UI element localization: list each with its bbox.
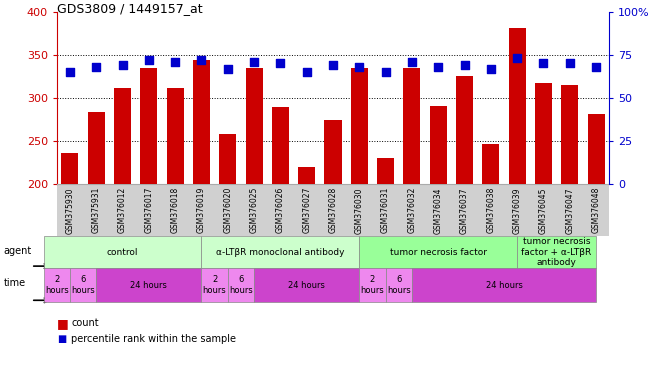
Bar <box>588 114 605 184</box>
Point <box>222 65 233 71</box>
Bar <box>246 68 263 184</box>
Point <box>65 69 75 75</box>
Text: α-LTβR monoclonal antibody: α-LTβR monoclonal antibody <box>216 248 345 257</box>
Bar <box>272 107 289 184</box>
Point <box>248 58 259 65</box>
Bar <box>88 112 105 184</box>
Bar <box>430 106 447 184</box>
Point <box>275 60 286 66</box>
Bar <box>351 68 368 184</box>
Bar <box>535 83 552 184</box>
Point <box>91 64 102 70</box>
Text: 2
hours: 2 hours <box>203 275 226 295</box>
Point <box>538 60 549 66</box>
Point <box>196 57 207 63</box>
Text: percentile rank within the sample: percentile rank within the sample <box>71 334 236 344</box>
Text: tumor necrosis factor: tumor necrosis factor <box>389 248 487 257</box>
Text: 2
hours: 2 hours <box>45 275 69 295</box>
Point <box>327 62 338 68</box>
Text: 6
hours: 6 hours <box>387 275 411 295</box>
Text: GDS3809 / 1449157_at: GDS3809 / 1449157_at <box>57 2 202 15</box>
Point <box>486 65 496 71</box>
Text: 6
hours: 6 hours <box>71 275 95 295</box>
Point <box>459 62 470 68</box>
Text: ■: ■ <box>57 317 69 330</box>
Bar <box>508 28 526 184</box>
Text: tumor necrosis
factor + α-LTβR
antibody: tumor necrosis factor + α-LTβR antibody <box>522 237 592 267</box>
Text: 6
hours: 6 hours <box>229 275 253 295</box>
Bar <box>377 158 394 184</box>
Point <box>144 57 154 63</box>
Bar <box>482 144 500 184</box>
Bar <box>325 119 341 184</box>
Bar <box>166 88 184 184</box>
Bar <box>114 88 131 184</box>
Point <box>591 64 601 70</box>
Point <box>117 62 128 68</box>
Bar <box>61 153 78 184</box>
Text: 24 hours: 24 hours <box>130 281 167 290</box>
Bar <box>456 76 473 184</box>
Bar <box>298 167 315 184</box>
Point <box>170 58 180 65</box>
Point <box>512 55 522 61</box>
Text: 2
hours: 2 hours <box>361 275 384 295</box>
Bar <box>193 60 210 184</box>
Bar <box>140 68 158 184</box>
Point <box>354 64 365 70</box>
Bar <box>219 134 236 184</box>
Point <box>564 60 575 66</box>
Text: control: control <box>107 248 138 257</box>
Text: count: count <box>71 318 99 328</box>
Text: 24 hours: 24 hours <box>486 281 522 290</box>
Point <box>407 58 418 65</box>
Point <box>301 69 312 75</box>
Point <box>380 69 391 75</box>
Text: time: time <box>3 278 25 288</box>
Text: ■: ■ <box>57 334 66 344</box>
Text: 24 hours: 24 hours <box>289 281 325 290</box>
Text: agent: agent <box>3 245 31 255</box>
Point <box>433 64 444 70</box>
Bar <box>403 68 420 184</box>
Bar <box>561 85 578 184</box>
